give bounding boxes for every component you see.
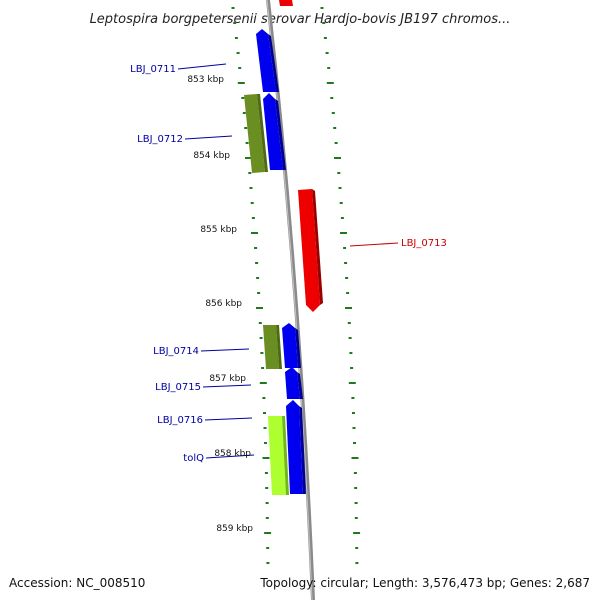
inner-tick-ring [231,7,272,564]
leader-LBJ_0716 [204,417,253,421]
gene-label-LBJ_0711[interactable]: LBJ_0711 [130,64,176,75]
gene-arrow-LBJ_0716-shade [299,406,306,494]
kbp-label-858: 858 kbp [214,449,251,459]
gene-lime-shade [282,416,289,495]
topology-text: Topology: circular; Length: 3,576,473 bp… [259,576,590,590]
gene-olive-1[interactable] [244,94,265,173]
kbp-label-859: 859 kbp [216,524,253,534]
gene-label-LBJ_0712[interactable]: LBJ_0712 [137,134,183,145]
gene-arrow-LBJ_0715-shade [297,372,303,399]
gene-olive-2-shade [276,325,282,369]
gene-arrow-LBJ_0714[interactable] [282,323,298,368]
leader-LBJ_0715 [202,384,252,388]
gene-arrow-LBJ_0713[interactable] [298,189,320,312]
gene-arrow-LBJ_0713-shade [312,189,323,305]
gene-label-tolQ[interactable]: tolQ [183,453,204,464]
leader-LBJ_0714 [200,348,250,352]
gene-arrow-LBJ_0716[interactable] [286,400,303,494]
gene-label-LBJ_0715[interactable]: LBJ_0715 [155,382,201,393]
gene-arrow-LBJ_0715[interactable] [285,367,300,399]
gene-offscreen-top[interactable] [279,0,293,6]
leader-LBJ_0713 [349,242,399,247]
gene-arrow-LBJ_0711-shade [268,34,279,92]
gene-olive-1-shade [257,94,268,172]
leader-LBJ_0711 [177,63,227,70]
gene-arrow-LBJ_0712[interactable] [263,93,283,170]
gene-arrow-LBJ_0711[interactable] [256,29,276,92]
outer-tick-ring [320,7,361,564]
gene-arrow-LBJ_0712-shade [275,99,286,170]
kbp-label-856: 856 kbp [205,299,242,309]
gene-label-LBJ_0714[interactable]: LBJ_0714 [153,346,199,357]
map-title: Leptospira borgpetersenii serovar Hardjo… [90,12,511,27]
leader-LBJ_0712 [184,135,233,140]
accession-text: Accession: NC_008510 [9,576,145,590]
kbp-label-857: 857 kbp [209,374,246,384]
gene-label-LBJ_0716[interactable]: LBJ_0716 [157,415,203,426]
leader-tolQ [205,454,255,459]
gene-olive-2[interactable] [263,325,279,369]
gene-lime[interactable] [268,416,286,495]
gene-label-LBJ_0713[interactable]: LBJ_0713 [401,238,447,249]
kbp-label-854: 854 kbp [193,151,230,161]
kbp-label-853: 853 kbp [187,75,224,85]
kbp-label-855: 855 kbp [200,225,237,235]
gene-arrow-LBJ_0714-shade [295,328,301,368]
